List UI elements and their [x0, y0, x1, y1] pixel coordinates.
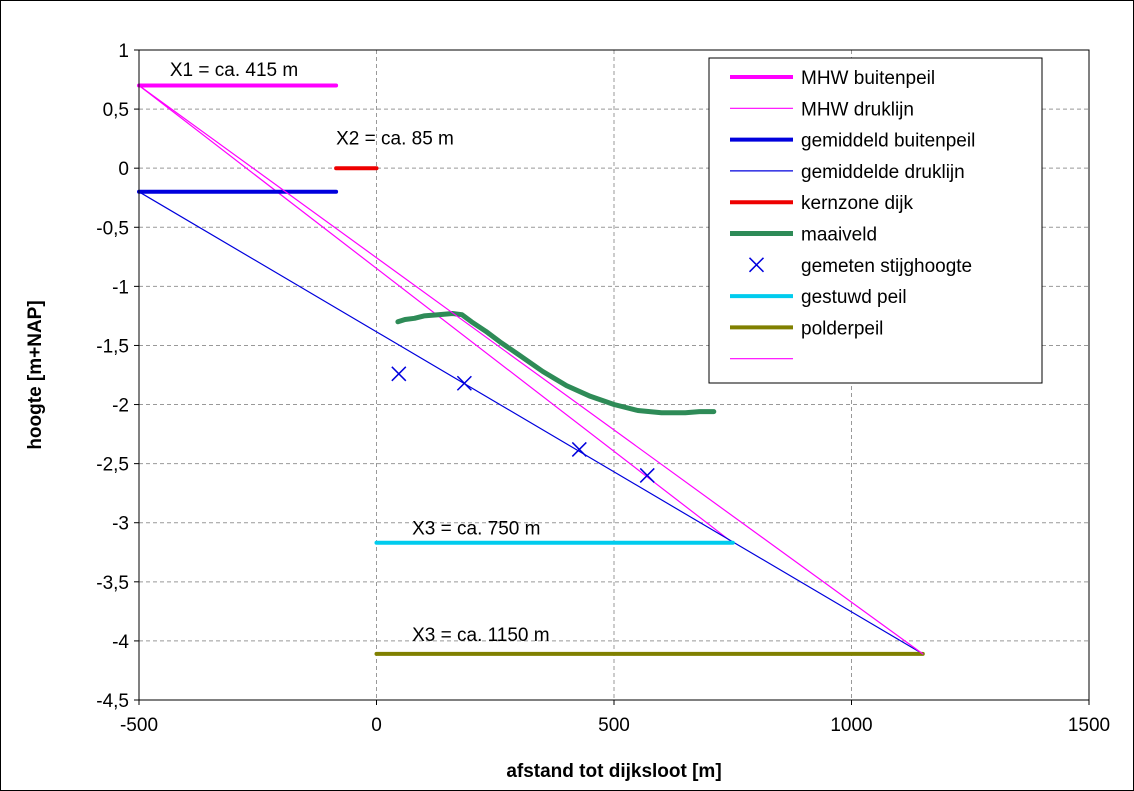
x-axis-title: afstand tot dijksloot [m] — [506, 761, 721, 782]
marker-stroke — [639, 467, 655, 483]
legend-mhw-druklijn-label: MHW druklijn — [801, 99, 914, 120]
series-gemiddelde-druklijn-line — [138, 191, 924, 655]
data-series — [137, 83, 925, 656]
legend-gemeten-stijghoogte-symbol — [748, 257, 765, 273]
y-tick-label: 0,5 — [103, 100, 129, 121]
y-tick-label: -1,5 — [96, 336, 129, 357]
marker-stroke — [571, 441, 587, 457]
y-tick-label: -3 — [112, 514, 129, 535]
legend-maaiveld-label: maaiveld — [801, 225, 877, 246]
y-tick-label: -3,5 — [96, 573, 129, 594]
x-tick-label: 1000 — [830, 715, 872, 736]
legend: MHW buitenpeil MHW druklijn gemiddeld buit… — [708, 57, 1043, 384]
marker-stroke — [748, 257, 765, 273]
x-tick-label: 0 — [371, 715, 382, 736]
y-tick-label: -0,5 — [96, 218, 129, 239]
legend-gemeten-stijghoogte-label: gemeten stijghoogte — [801, 256, 972, 277]
annotation-label: X3 = ca. 750 m — [412, 519, 540, 540]
x-tick-label: 1500 — [1068, 715, 1110, 736]
legend-kernzone-dijk-label: kernzone dijk — [801, 193, 913, 214]
y-tick-label: -2,5 — [96, 455, 129, 476]
annotation-label: X1 = ca. 415 m — [170, 60, 298, 81]
x-tick-label: 500 — [598, 715, 630, 736]
series-maaiveld-line — [395, 311, 717, 416]
series-unnamed-line — [138, 84, 924, 655]
x-tick-label: -500 — [120, 715, 158, 736]
series-gemeten-stijghoogte-point — [571, 441, 587, 457]
annotations: X1 = ca. 415 m X2 = ca. 85 m X3 = ca. 750 … — [170, 60, 550, 646]
series-gemeten-stijghoogte-point — [456, 375, 472, 391]
axis-ticks: -500 0 500 1000 1500 1 0,5 0 -0,5 -1 -1,5 -2 -2,5 -3 -… — [96, 41, 1110, 736]
annotation-label: X3 = ca. 1150 m — [412, 625, 549, 646]
y-tick-label: -4,5 — [96, 691, 129, 712]
marker-stroke — [391, 366, 407, 382]
y-tick-label: -4 — [112, 632, 129, 653]
series-gemeten-stijghoogte-point — [391, 366, 407, 382]
legend-mhw-buitenpeil-label: MHW buitenpeil — [801, 68, 935, 89]
annotation-label: X2 = ca. 85 m — [336, 129, 454, 150]
y-tick-label: -1 — [112, 277, 129, 298]
legend-gemiddeld-buitenpeil-label: gemiddeld buitenpeil — [801, 131, 975, 152]
y-tick-label: 0 — [118, 159, 129, 180]
legend-polderpeil-label: polderpeil — [801, 318, 883, 339]
series-gemeten-stijghoogte-point — [639, 467, 655, 483]
y-axis-title: hoogte [m+NAP] — [25, 300, 46, 449]
marker-stroke — [456, 375, 472, 391]
y-tick-label: -2 — [112, 396, 129, 417]
y-tick-label: 1 — [118, 41, 129, 62]
legend-gestuwd-peil-label: gestuwd peil — [801, 287, 907, 308]
legend-gemiddelde-druklijn-label: gemiddelde druklijn — [801, 162, 965, 183]
